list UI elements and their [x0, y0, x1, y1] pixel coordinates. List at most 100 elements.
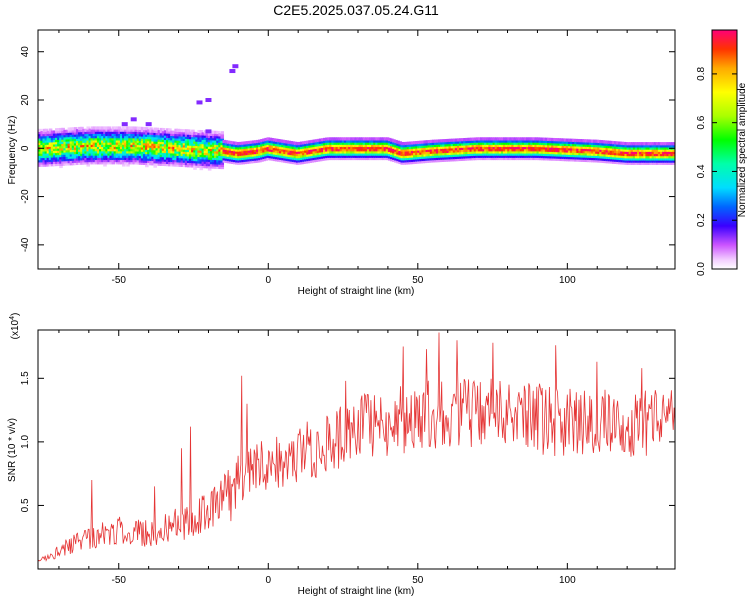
spectrogram-cell: [480, 152, 484, 156]
spectrogram-cell: [63, 138, 68, 142]
spectrogram-cell: [580, 158, 585, 162]
spectrogram-cell: [603, 151, 608, 155]
spectrogram-cell: [199, 132, 204, 136]
spectrogram-cell: [186, 135, 191, 140]
spectrogram-cell: [57, 132, 61, 136]
spectrogram-cell: [159, 151, 164, 156]
spectrogram-cell: [442, 149, 446, 154]
spectrogram-cell: [387, 144, 392, 148]
spectrogram-cell: [444, 158, 449, 162]
spectrogram-cell: [287, 149, 292, 153]
spectrogram-cell: [151, 160, 155, 164]
spectrogram-cell: [666, 161, 670, 165]
spectrogram-cell: [178, 150, 183, 154]
spectrogram-outlier: [145, 122, 152, 127]
spectrogram-cell: [436, 159, 440, 163]
spectrogram-cell: [450, 153, 455, 158]
spectrogram-cell: [145, 155, 149, 159]
spectrogram-cell: [385, 152, 390, 156]
spectrogram-cell: [122, 135, 126, 139]
spectrogram-cell: [601, 155, 606, 159]
colorbar-tick-label: 0.6: [696, 115, 707, 129]
spectrogram-cell: [201, 151, 206, 156]
spectrogram-cell: [50, 156, 55, 160]
spectrogram-cell: [431, 139, 436, 143]
spectrogram-cell: [645, 144, 649, 148]
spectrogram-cell: [350, 137, 354, 141]
spectrogram-cell: [226, 140, 231, 144]
spectrogram-cell: [567, 140, 572, 145]
spectrogram-cell: [159, 160, 164, 164]
spectrogram-cell: [186, 140, 191, 144]
spectrogram-cell: [117, 150, 122, 154]
spectrogram-cell: [325, 150, 329, 154]
spectrogram-cell: [383, 143, 388, 148]
spectrogram-cell: [668, 150, 673, 155]
spectrogram-cell: [174, 161, 178, 165]
spectrogram-cell: [149, 153, 153, 157]
spectrogram-cell: [505, 143, 509, 148]
spectrogram-cell: [567, 147, 572, 151]
spectrogram-cell: [540, 137, 545, 141]
spectrogram-cell: [534, 143, 539, 148]
spectrogram-cell: [410, 145, 415, 149]
spectrogram-cell: [163, 145, 168, 149]
spectrogram-cell: [377, 152, 382, 156]
spectrogram-cell: [220, 146, 225, 150]
spectrogram-cell: [80, 148, 84, 152]
spectrogram-cell: [530, 141, 534, 145]
spectrogram-cell: [459, 142, 463, 146]
spectrogram-cell: [442, 158, 446, 162]
spectrogram-cell: [645, 150, 649, 155]
spectrogram-cell: [38, 148, 42, 152]
spectrogram-cell: [105, 137, 109, 141]
spectrogram-cell: [381, 146, 386, 150]
spectrogram-cell: [601, 146, 606, 150]
spectrogram-cell: [578, 145, 582, 149]
spectrogram-cell: [366, 146, 371, 150]
spectrogram-cell: [565, 147, 570, 151]
spectrogram-cell: [207, 156, 212, 160]
spectrogram-cell: [289, 156, 294, 160]
spectrogram-cell: [511, 150, 516, 154]
spectrogram-cell: [94, 154, 99, 158]
spectrogram-cell: [61, 129, 65, 134]
spectrogram-cell: [454, 153, 459, 157]
spectrogram-cell: [651, 144, 656, 148]
spectrogram-cell: [84, 146, 88, 150]
spectrogram-cell: [366, 148, 371, 152]
spectrogram-cell: [622, 144, 626, 148]
spectrogram-cell: [565, 140, 570, 144]
spectrogram-cell: [526, 156, 530, 161]
spectrogram-cell: [38, 152, 42, 156]
spectrogram-cell: [620, 150, 624, 154]
spectrogram-cell: [327, 143, 331, 148]
spectrogram-cell: [664, 153, 668, 157]
spectrogram-cell: [360, 150, 365, 154]
spectrogram-cell: [358, 152, 363, 156]
spectrogram-cell: [655, 142, 660, 146]
spectrogram-cell: [459, 149, 463, 153]
spectrogram-cell: [515, 141, 520, 145]
spectrogram-cell: [557, 151, 562, 155]
spectrogram-cell: [555, 144, 559, 148]
spectrogram-cell: [551, 150, 555, 155]
spectrogram-cell: [339, 137, 344, 141]
spectrogram-cell: [163, 141, 168, 145]
spectrogram-cell: [567, 138, 572, 142]
spectrogram-cell: [350, 154, 354, 158]
spectrogram-cell: [563, 147, 568, 151]
spectrogram-cell: [247, 147, 252, 151]
y-tick-label: 0: [20, 145, 31, 151]
colorbar-tick-label: 0.4: [696, 164, 707, 178]
spectrogram-cell: [52, 134, 57, 138]
spectrogram-cell: [519, 143, 524, 148]
spectrogram-cell: [145, 151, 149, 155]
spectrogram-cell: [186, 138, 191, 142]
spectrogram-cell: [195, 136, 199, 140]
spectrogram-cell: [559, 140, 564, 144]
spectrogram-cell: [643, 159, 647, 163]
spectrogram-cell: [105, 159, 109, 163]
spectrogram-cell: [52, 132, 57, 136]
spectrogram-cell: [609, 160, 614, 164]
